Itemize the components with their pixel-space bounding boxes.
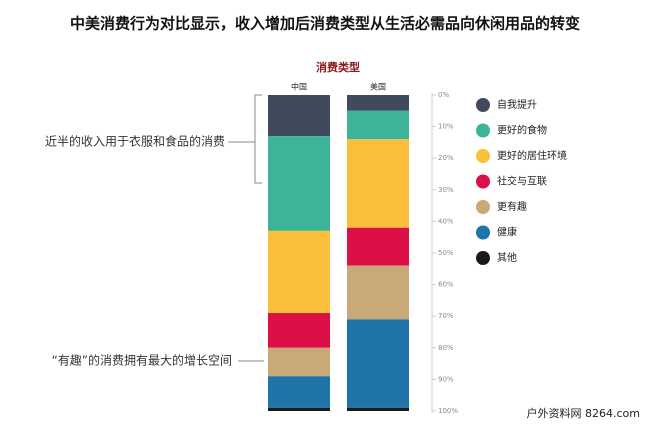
bar-segment xyxy=(268,136,330,231)
legend-swatch xyxy=(476,123,490,138)
bar-segment xyxy=(347,139,409,228)
legend-swatch xyxy=(476,98,490,112)
legend-label: 更有趣 xyxy=(497,200,527,213)
y-tick-label: 10% xyxy=(438,123,454,131)
y-tick-label: 100% xyxy=(438,407,458,415)
y-tick-label: 0% xyxy=(438,91,449,99)
legend-label: 社交与互联 xyxy=(497,175,547,188)
chart-subtitle: 消费类型 xyxy=(316,60,360,74)
bar-segment xyxy=(347,407,409,411)
legend-swatch xyxy=(476,200,490,214)
bar-segment xyxy=(347,227,409,266)
bar-segment xyxy=(268,347,330,377)
x-tick-label: 美国 xyxy=(370,82,386,92)
bar-segment xyxy=(347,265,409,320)
legend-swatch xyxy=(476,251,490,265)
bar-segment xyxy=(268,313,330,348)
legend-swatch xyxy=(476,174,490,189)
annotation: 近半的收入用于衣服和食品的消费 xyxy=(45,134,225,149)
legend-label: 更好的居住环境 xyxy=(497,149,567,162)
watermark-box xyxy=(510,402,650,425)
y-tick-label: 40% xyxy=(438,217,454,225)
legend-label: 健康 xyxy=(497,226,517,239)
bracket xyxy=(228,94,262,184)
y-tick-label: 60% xyxy=(438,281,454,289)
legend-label: 自我提升 xyxy=(497,98,537,111)
bar-segment xyxy=(347,110,409,140)
chart-title: 中美消费行为对比显示，收入增加后消费类型从生活必需品向休闲用品的转变 xyxy=(70,15,580,33)
bar-segment xyxy=(268,407,330,411)
legend-label: 其他 xyxy=(497,251,517,264)
y-tick-label: 30% xyxy=(438,186,454,194)
bar-segment xyxy=(268,95,330,137)
bar-segment xyxy=(347,95,409,111)
bar-segment xyxy=(347,319,409,408)
y-tick-label: 70% xyxy=(438,312,454,320)
annotation: “有趣”的消费拥有最大的增长空间 xyxy=(52,353,232,368)
legend-swatch xyxy=(476,225,490,240)
bar-segment xyxy=(268,230,330,314)
legend-swatch xyxy=(476,149,490,163)
y-tick-label: 20% xyxy=(438,154,454,162)
legend-label: 更好的食物 xyxy=(497,124,547,137)
y-tick-label: 90% xyxy=(438,375,454,383)
x-tick-label: 中国 xyxy=(291,82,307,92)
y-tick-label: 80% xyxy=(438,344,454,352)
bar-segment xyxy=(268,376,330,408)
y-tick-label: 50% xyxy=(438,249,454,257)
watermark: 户外资料网 8264.com xyxy=(527,406,640,420)
